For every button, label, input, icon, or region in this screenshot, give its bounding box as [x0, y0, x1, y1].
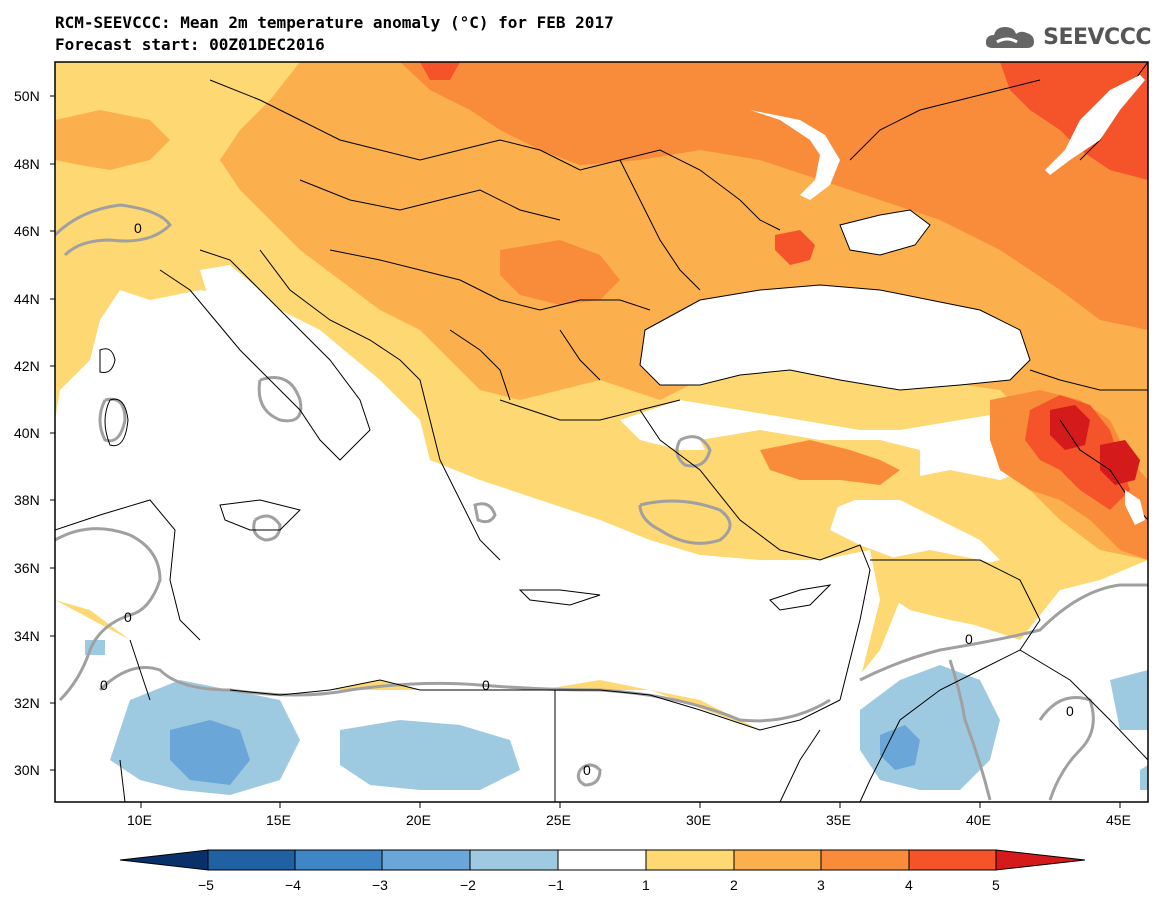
colorbar-tick-label: 3	[817, 877, 825, 893]
colorbar-tick-label: −4	[285, 877, 301, 893]
lat-label: 46N	[14, 223, 40, 239]
lat-label: 42N	[14, 358, 40, 374]
cloud-icon	[986, 27, 1035, 48]
lat-label: 36N	[14, 560, 40, 576]
longitude-axis: 10E 15E 20E 25E 30E 35E 40E 45E	[127, 802, 1131, 828]
contour-label: 0	[100, 677, 108, 693]
lon-label: 20E	[406, 812, 431, 828]
colorbar-ticks: −5 −4 −3 −2 −1 1 2 3 4 5	[198, 877, 1000, 893]
colorbar-segment	[381, 849, 471, 871]
contour-label: 0	[583, 762, 591, 778]
lon-label: 10E	[127, 812, 152, 828]
colorbar-segment	[733, 849, 822, 871]
colorbar-segment	[294, 849, 383, 871]
colorbar-tick-label: −5	[198, 877, 214, 893]
contour-label: 0	[965, 631, 973, 647]
lat-label: 48N	[14, 156, 40, 172]
colorbar-segment	[645, 849, 735, 871]
colorbar-segment	[908, 849, 997, 871]
lat-label: 50N	[14, 88, 40, 104]
colorbar-segment	[207, 849, 296, 871]
contour-label: 0	[482, 677, 490, 693]
colorbar-segment	[119, 849, 209, 871]
colorbar-segment	[469, 849, 559, 871]
lat-label: 30N	[14, 762, 40, 778]
zero-contours	[55, 203, 1148, 801]
colorbar-segment	[995, 849, 1086, 871]
colorbar-tick-label: −2	[460, 877, 476, 893]
latitude-axis: 50N 48N 46N 44N 42N 40N 38N 36N 34N 32N …	[14, 88, 55, 778]
colorbar-segment	[557, 849, 647, 871]
anomaly-field: 0 0 0 0 0 0 0	[55, 62, 1148, 802]
contour-label: 0	[134, 220, 142, 236]
lon-label: 40E	[966, 812, 991, 828]
lon-label: 15E	[266, 812, 291, 828]
lat-label: 32N	[14, 695, 40, 711]
map-title: RCM-SEEVCCC: Mean 2m temperature anomaly…	[55, 12, 614, 56]
colorbar-tick-label: 4	[905, 877, 913, 893]
colorbar-tick-label: 5	[992, 877, 1000, 893]
seevccc-logo: SEEVCCC	[983, 22, 1151, 52]
colorbar-tick-label: −1	[548, 877, 564, 893]
colorbar	[119, 849, 1086, 871]
title-line-1: RCM-SEEVCCC: Mean 2m temperature anomaly…	[55, 13, 614, 32]
contour-labels: 0 0 0 0 0 0 0	[100, 220, 1074, 778]
coastlines-borders	[55, 62, 1148, 802]
lat-label: 40N	[14, 425, 40, 441]
lat-label: 34N	[14, 628, 40, 644]
map-frame	[54, 61, 1149, 803]
lon-label: 35E	[826, 812, 851, 828]
colorbar-tick-label: 2	[730, 877, 738, 893]
lon-label: 30E	[686, 812, 711, 828]
colorbar-tick-label: 1	[642, 877, 650, 893]
contour-label: 0	[1066, 703, 1074, 719]
colorbar-segment	[820, 849, 910, 871]
lat-label: 38N	[14, 492, 40, 508]
title-line-2: Forecast start: 00Z01DEC2016	[55, 35, 325, 54]
colorbar-tick-label: −3	[372, 877, 388, 893]
contour-label: 0	[124, 609, 132, 625]
lon-label: 45E	[1106, 812, 1131, 828]
lon-label: 25E	[546, 812, 571, 828]
lat-label: 44N	[14, 291, 40, 307]
logo-text: SEEVCCC	[1043, 24, 1151, 50]
